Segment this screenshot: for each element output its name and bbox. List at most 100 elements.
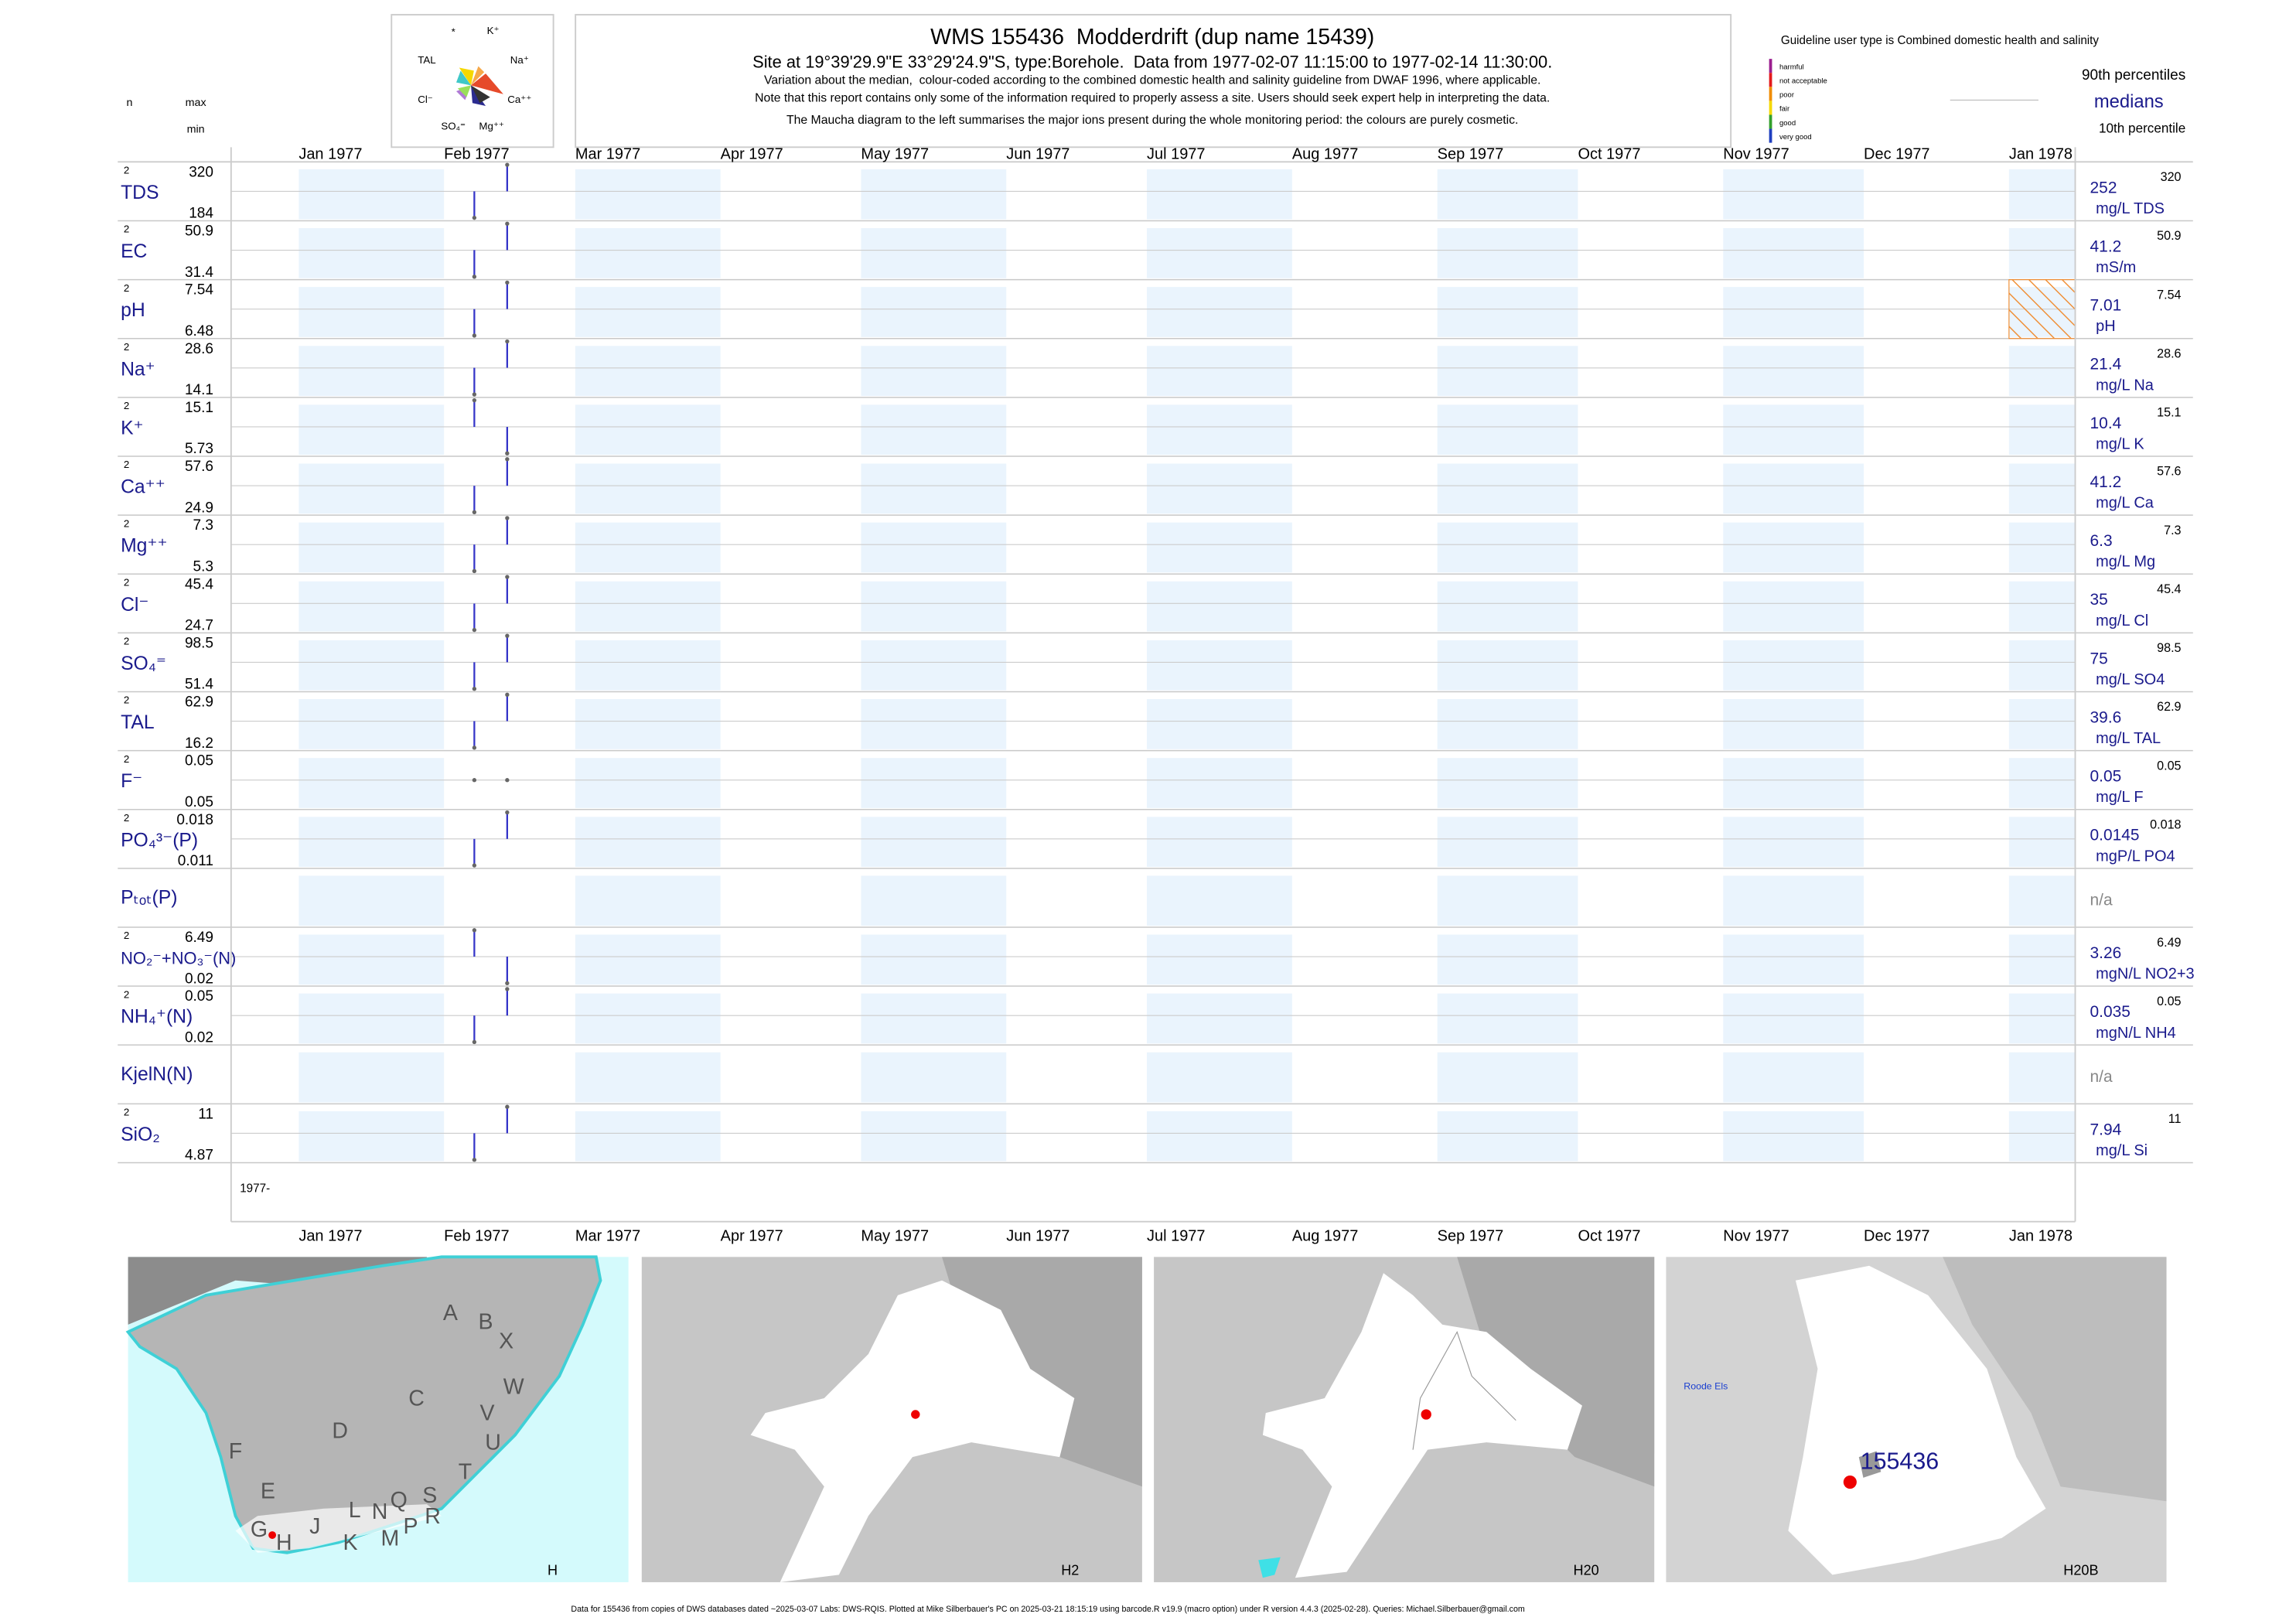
month-band xyxy=(1723,463,1864,514)
map-dark xyxy=(1457,1257,1655,1487)
row-min: 184 xyxy=(189,206,213,222)
month-band xyxy=(299,758,445,808)
row-min: 0.05 xyxy=(185,794,213,810)
legend-p90: 90th percentiles xyxy=(2082,67,2185,84)
row-max-right: 0.05 xyxy=(2157,759,2181,773)
row-unit: mgN/L NH4 xyxy=(2096,1025,2176,1042)
map-letter: K xyxy=(343,1530,357,1555)
month-band xyxy=(2008,581,2076,632)
title: WMS 155436 Modderdrift (dup name 15439) xyxy=(930,25,1374,49)
month-label-bottom: May 1977 xyxy=(861,1227,929,1244)
row-n: 2 xyxy=(124,223,129,235)
month-label-top: Oct 1977 xyxy=(1578,146,1640,163)
row-max: 0.018 xyxy=(176,812,213,828)
month-band xyxy=(861,934,1007,985)
row-min: 5.3 xyxy=(193,558,213,575)
row-median: 39.6 xyxy=(2090,708,2122,726)
map-letter: N xyxy=(372,1499,388,1524)
month-band xyxy=(861,287,1007,337)
sample-point xyxy=(472,398,477,403)
row-label: KjelN(N) xyxy=(121,1064,193,1085)
month-label-top: Dec 1977 xyxy=(1864,146,1929,163)
row-max: 11 xyxy=(198,1106,213,1122)
row-min: 6.48 xyxy=(185,323,213,339)
row-label: pH xyxy=(121,300,145,321)
legend-median: medians xyxy=(2094,91,2164,112)
month-band xyxy=(861,346,1007,396)
row-label: Pₜₒₜ(P) xyxy=(121,888,177,909)
month-band xyxy=(1723,640,1864,691)
month-band xyxy=(575,1052,721,1103)
month-band xyxy=(861,1111,1007,1162)
month-band xyxy=(1147,758,1292,808)
month-band xyxy=(1147,640,1292,691)
month-band xyxy=(2008,169,2076,220)
guideline-flag xyxy=(2008,279,2076,339)
row-unit: mg/L SO4 xyxy=(2096,671,2165,688)
map-label: H xyxy=(548,1562,558,1578)
month-band xyxy=(299,934,445,985)
row-n: 2 xyxy=(124,1107,129,1118)
sample-point xyxy=(505,280,510,285)
month-band xyxy=(575,640,721,691)
month-band xyxy=(1147,346,1292,396)
month-band xyxy=(1723,817,1864,867)
row-min: 24.7 xyxy=(185,618,213,634)
row-label: Na⁺ xyxy=(121,359,155,380)
guideline-label: fair xyxy=(1779,105,1789,114)
row-median: 7.01 xyxy=(2090,297,2122,315)
month-band xyxy=(1147,169,1292,220)
guideline-label: poor xyxy=(1779,91,1794,100)
row-median: 41.2 xyxy=(2090,473,2122,491)
guideline-swatch xyxy=(1769,59,1772,73)
row-n: 2 xyxy=(124,753,129,765)
row-unit: mS/m xyxy=(2096,259,2136,276)
sample-point xyxy=(505,987,510,991)
maucha-label: Cl⁻ xyxy=(418,94,433,105)
row-label: PO₄³⁻(P) xyxy=(121,830,198,851)
maucha-label: Mg⁺⁺ xyxy=(479,120,504,131)
month-band xyxy=(299,875,445,926)
row-n: 2 xyxy=(124,517,129,529)
row-n: 2 xyxy=(124,165,129,176)
month-band xyxy=(299,169,445,220)
month-band xyxy=(1147,522,1292,573)
month-band xyxy=(575,758,721,808)
sample-point xyxy=(505,451,510,455)
month-label-top: Jan 1977 xyxy=(299,146,362,163)
month-label-bottom: Apr 1977 xyxy=(721,1227,783,1244)
row-max: 6.49 xyxy=(185,930,213,946)
row-max-right: 320 xyxy=(2161,170,2182,184)
month-band xyxy=(575,875,721,926)
month-band xyxy=(2008,758,2076,808)
month-band xyxy=(861,993,1007,1044)
month-band xyxy=(2008,227,2076,278)
month-band xyxy=(299,522,445,573)
month-band xyxy=(299,640,445,691)
maucha-box xyxy=(391,14,554,148)
row-label: NO₂⁻+NO₃⁻(N) xyxy=(121,949,236,968)
month-label-bottom: Sep 1977 xyxy=(1438,1227,1504,1244)
month-band xyxy=(575,934,721,985)
month-band xyxy=(2008,875,2076,926)
month-band xyxy=(1147,993,1292,1044)
map-letter: A xyxy=(443,1301,458,1325)
sample-point xyxy=(505,516,510,520)
row-max: 98.5 xyxy=(185,635,213,651)
header-min: min xyxy=(187,123,205,135)
month-label-top: Jan 1978 xyxy=(2009,146,2073,163)
month-label-bottom: Jun 1977 xyxy=(1006,1227,1070,1244)
map-letter: F xyxy=(229,1439,242,1464)
row-max: 0.05 xyxy=(185,988,213,1005)
row-label: Cl⁻ xyxy=(121,595,148,616)
month-band xyxy=(1723,875,1864,926)
month-band xyxy=(1723,287,1864,337)
row-max: 15.1 xyxy=(185,400,213,416)
maucha-label: SO₄⁼ xyxy=(441,120,466,131)
row-min: 0.02 xyxy=(185,971,213,987)
month-band xyxy=(575,817,721,867)
row-min: 0.02 xyxy=(185,1029,213,1046)
map-letter: R xyxy=(425,1504,441,1529)
month-band xyxy=(575,1111,721,1162)
row-max-right: 57.6 xyxy=(2157,465,2181,479)
